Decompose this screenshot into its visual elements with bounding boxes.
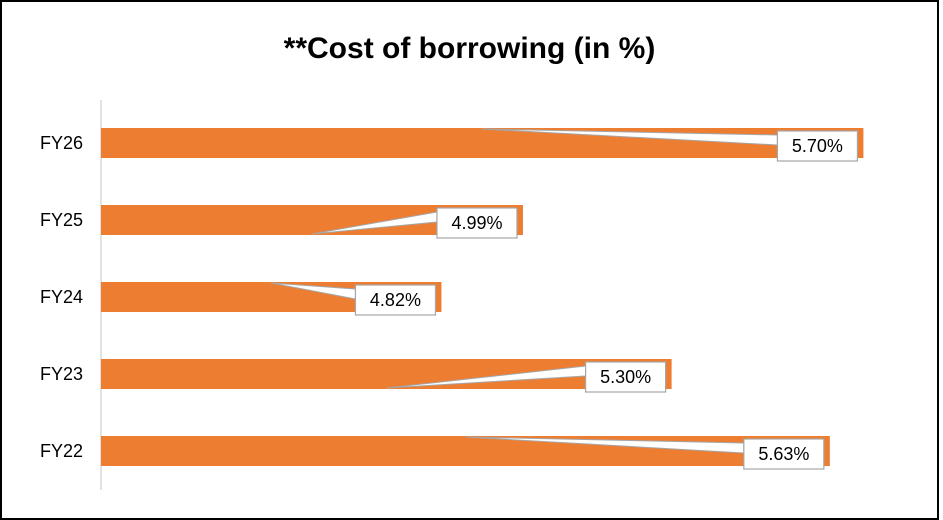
data-label-box-fy25 bbox=[436, 207, 518, 239]
category-label-fy24: FY24 bbox=[40, 287, 83, 307]
data-label-box-fy23 bbox=[585, 361, 667, 393]
category-label-fy23: FY23 bbox=[40, 364, 83, 384]
data-label-fy26: 5.70% bbox=[792, 136, 843, 156]
data-label-box-fy22 bbox=[743, 438, 825, 470]
data-label-fy24: 4.82% bbox=[370, 290, 421, 310]
category-label-fy26: FY26 bbox=[40, 133, 83, 153]
data-label-fy25: 4.99% bbox=[451, 213, 502, 233]
data-label-fy22: 5.63% bbox=[758, 444, 809, 464]
bars-layer: FY26 5.70% FY25 4.99% FY24 4.82% FY23 5.30% FY22… bbox=[40, 128, 864, 470]
category-label-fy25: FY25 bbox=[40, 210, 83, 230]
data-label-fy23: 5.30% bbox=[600, 367, 651, 387]
chart-title: **Cost of borrowing (in %) bbox=[283, 32, 656, 65]
data-label-box-fy26 bbox=[776, 130, 859, 162]
category-label-fy22: FY22 bbox=[40, 441, 83, 461]
data-label-box-fy24 bbox=[354, 284, 437, 316]
